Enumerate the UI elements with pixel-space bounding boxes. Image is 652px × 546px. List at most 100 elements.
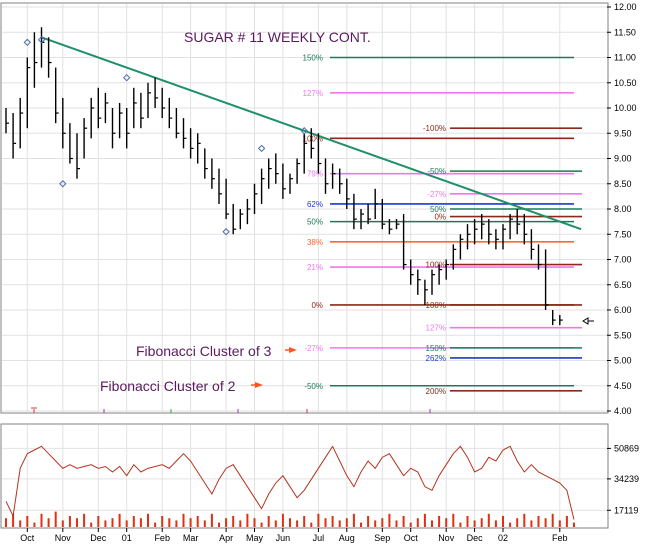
x-tick-label: Apr: [219, 533, 233, 543]
price-tick-label: 8.00: [614, 204, 632, 214]
chart-title: SUGAR # 11 WEEKLY CONT.: [184, 29, 371, 45]
volume-bar: [218, 522, 220, 527]
volume-bar: [147, 513, 149, 527]
price-tick-label: 7.50: [614, 229, 632, 239]
price-bar: [47, 37, 52, 78]
fib-level-label: 150%: [303, 54, 323, 63]
price-tick-label: 5.50: [614, 330, 632, 340]
volume-bar: [12, 513, 15, 527]
volume-bar: [310, 522, 313, 527]
volume-bar: [537, 516, 540, 527]
price-bar: [204, 148, 208, 179]
price-bar: [182, 118, 187, 149]
fib-level-label: 50%: [307, 218, 323, 227]
volume-bar: [558, 520, 561, 527]
price-bar: [537, 244, 542, 270]
x-tick-label: Nov: [55, 533, 72, 543]
price-bar: [147, 82, 151, 119]
volume-bar: [189, 518, 192, 527]
volume-bar: [516, 518, 519, 527]
volume-bar: [551, 513, 554, 527]
volume-bar: [345, 518, 348, 527]
volume-bar: [523, 513, 526, 527]
price-bar: [168, 97, 173, 129]
price-bar: [154, 77, 159, 108]
x-tick-label: Dec: [90, 533, 107, 543]
volume-bar: [416, 518, 419, 527]
volume-bar: [565, 516, 568, 527]
volume-bar: [104, 520, 107, 527]
price-bar: [253, 183, 258, 215]
volume-bar: [203, 520, 206, 527]
volume-bar: [68, 516, 71, 527]
volume-bar: [573, 522, 575, 527]
fib-level-label: 0%: [434, 213, 446, 222]
volume-bar: [480, 518, 483, 527]
volume-bar: [246, 513, 249, 527]
price-tick-label: 10.50: [614, 78, 637, 88]
price-bar: [268, 158, 272, 189]
price-tick-label: 6.00: [614, 305, 632, 315]
volume-bar: [274, 520, 277, 527]
price-bar: [289, 173, 293, 194]
volume-bar: [360, 522, 362, 527]
price-bar: [381, 198, 386, 230]
price-bar: [76, 133, 80, 179]
volume-bar: [466, 516, 469, 527]
volume-bar: [331, 516, 334, 527]
price-bar: [459, 234, 464, 260]
price-bar: [140, 92, 144, 129]
price-bar: [303, 133, 308, 174]
volume-bar: [402, 516, 405, 527]
price-bar: [26, 57, 31, 129]
volume-bar: [40, 513, 43, 527]
price-bar: [431, 269, 435, 295]
volume-bar: [161, 516, 164, 527]
price-bar: [62, 97, 66, 149]
volume-bar: [459, 522, 462, 527]
price-axis: 12.00 11.50 11.00 10.50 10.00 9.50 9.00 8.50 8.0…: [607, 2, 637, 416]
volume-bar: [281, 513, 284, 527]
price-bar: [275, 153, 279, 184]
price-bar: [310, 128, 315, 159]
x-tick-label: Mar: [183, 533, 199, 543]
price-tick-label: 10.00: [614, 103, 637, 113]
price-bar: [388, 219, 393, 235]
price-bar: [353, 193, 357, 230]
volume-bar: [111, 518, 114, 527]
fib-level-label: 100%: [426, 301, 446, 310]
price-bar: [12, 113, 17, 159]
swing-marker: [59, 180, 67, 188]
fib-level-label: 62%: [307, 200, 323, 209]
fib-level-label: 100%: [426, 261, 446, 270]
volume-bar: [26, 516, 29, 527]
volume-bar: [374, 520, 377, 527]
volume-bar: [61, 520, 64, 527]
price-bar: [175, 108, 180, 139]
fib-level-label: -50%: [427, 167, 446, 176]
x-tick-label: Nov: [438, 533, 455, 543]
price-bar: [502, 224, 506, 250]
volume-bar: [239, 520, 242, 527]
x-tick-label: Aug: [339, 533, 355, 543]
price-bar: [530, 229, 535, 260]
volume-bar: [132, 516, 135, 527]
price-bar: [445, 259, 450, 280]
cluster-annotation-2: Fibonacci Cluster of 2: [100, 378, 263, 394]
price-bar: [296, 158, 301, 184]
swing-marker: [122, 73, 131, 82]
x-tick-label: Feb: [552, 533, 568, 543]
price-bar: [367, 203, 372, 225]
volume-bar: [125, 520, 128, 527]
price-bar: [83, 118, 88, 159]
price-bars: [5, 27, 563, 326]
fib-level-label: 150%: [426, 344, 446, 353]
swing-marker: [257, 144, 266, 153]
fib-level-label: -100%: [423, 124, 446, 133]
price-bar: [33, 32, 38, 88]
price-bar: [133, 87, 137, 129]
fib-level-label: -50%: [304, 382, 323, 391]
fib-level-label: 127%: [426, 324, 446, 333]
volume-bar: [317, 513, 320, 527]
price-bar: [282, 163, 286, 199]
